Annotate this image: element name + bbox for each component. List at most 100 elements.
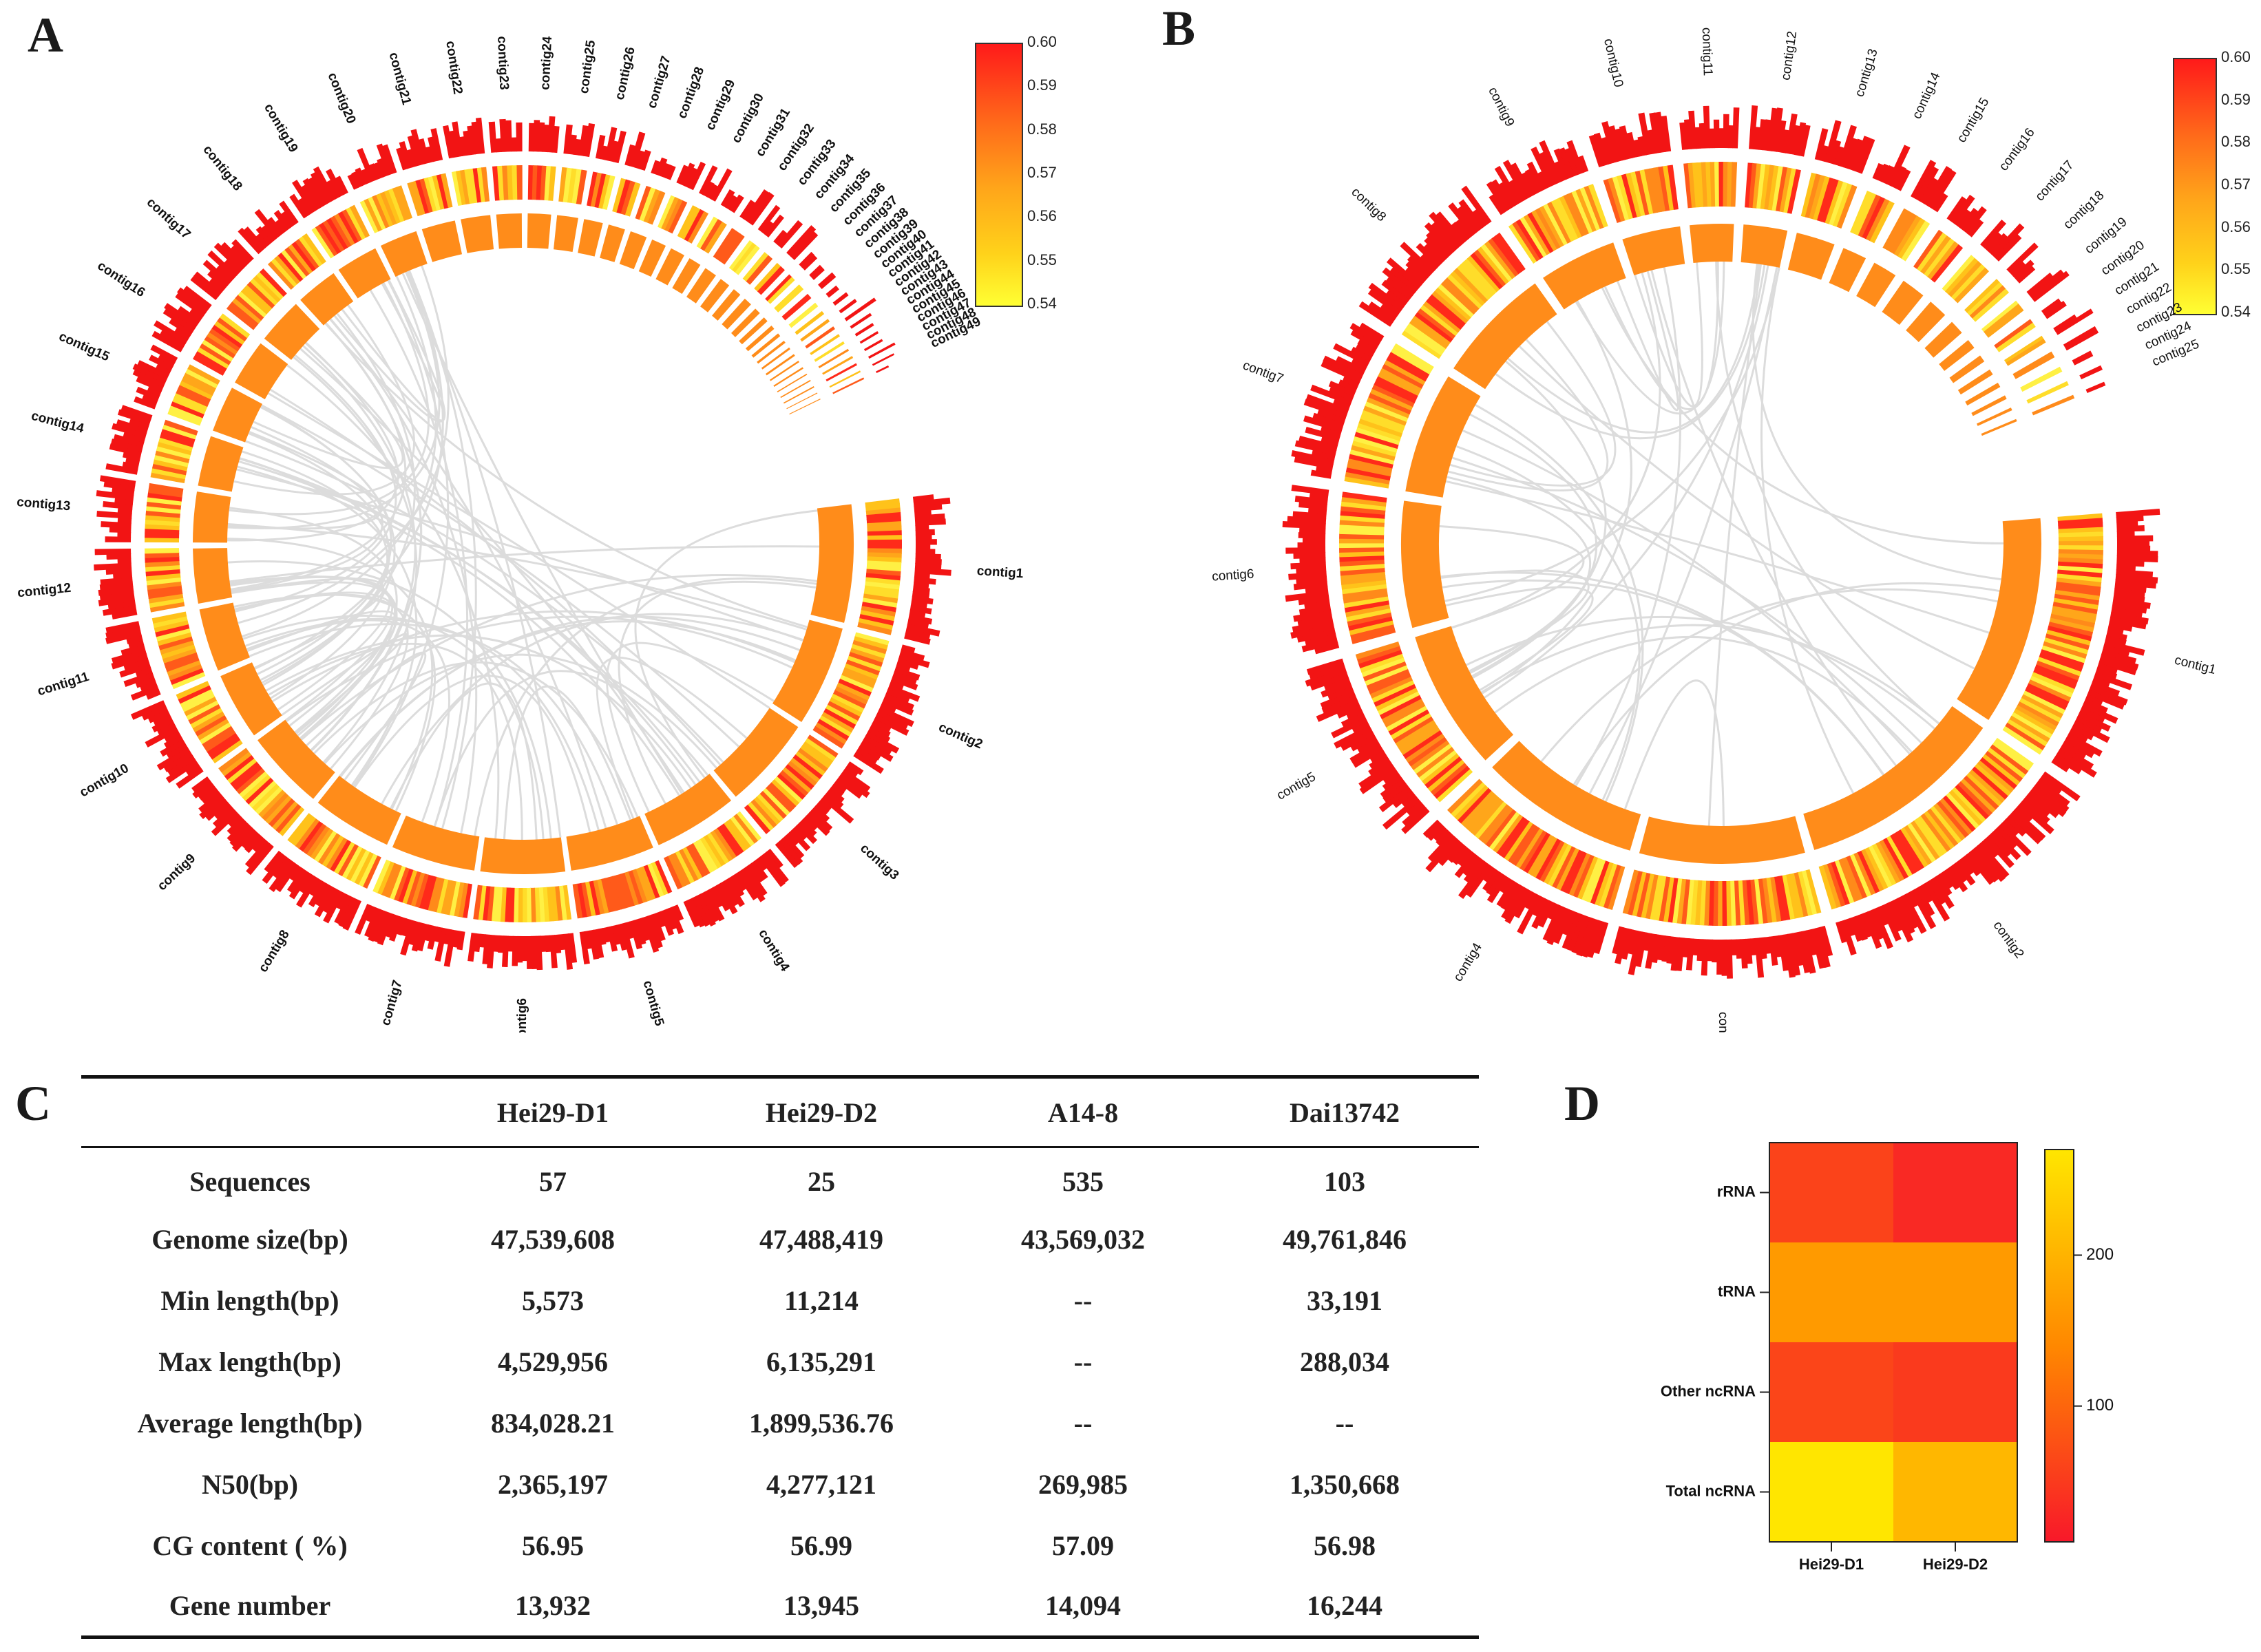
panel-label-c: C <box>15 1076 51 1131</box>
gc-skew-bar <box>781 835 805 860</box>
gc-heat-cell <box>163 419 198 436</box>
gene-density-ring <box>783 386 814 404</box>
contig-label: contig14 <box>30 409 85 436</box>
gc-heat-cell <box>2047 626 2092 642</box>
gc-skew-bar <box>1731 939 1738 956</box>
gc-heat-cell <box>468 168 479 204</box>
gc-heat-cell <box>1564 851 1587 894</box>
contig-track-contig6 <box>1282 485 1449 655</box>
colorbar <box>2044 1149 2074 1543</box>
gc-heat-cell <box>410 872 425 907</box>
gc-heat-cell <box>588 880 600 916</box>
gc-skew-bar <box>790 231 819 260</box>
gc-skew-bar <box>156 746 191 771</box>
gc-heat-cell <box>149 601 185 613</box>
gc-skew-bar <box>2088 685 2128 706</box>
legend-tick-label: 0.58 <box>1027 120 1057 138</box>
gc-heat-cell <box>526 887 532 922</box>
contig-track-contig26 <box>578 127 627 257</box>
gc-skew-bar <box>287 867 307 893</box>
contig-label: contig22 <box>443 40 465 95</box>
gc-skew-bar <box>1298 436 1338 451</box>
gc-skew-bar <box>2029 269 2065 299</box>
gc-skew-bar <box>120 405 153 421</box>
table-row: CG content ( %) 56.95 56.99 57.09 56.98 <box>81 1515 1479 1576</box>
gc-heat-cell <box>1356 427 1400 445</box>
gc-heat-cell <box>600 878 613 913</box>
gc-heat-cell <box>302 233 326 264</box>
gc-skew-bar <box>915 529 935 536</box>
gc-heat-cell <box>587 171 598 206</box>
gc-skew-bar <box>915 539 937 545</box>
synteny-link <box>1601 287 2004 544</box>
gc-skew-bar <box>2043 300 2067 319</box>
gc-heat-cell <box>444 880 456 915</box>
gc-heat-cell <box>1340 510 1385 519</box>
gc-skew-bar <box>1987 233 2008 255</box>
gc-skew-bar <box>915 544 931 550</box>
contig-track-contig23 <box>1971 350 2094 416</box>
gc-skew-bar <box>160 738 186 757</box>
gc-skew-bar <box>1919 177 1939 204</box>
gc-heat-cell <box>1882 208 1909 251</box>
gc-skew-bar <box>241 830 260 849</box>
gc-skew-bar <box>185 763 201 776</box>
legend-tick-label: 0.59 <box>1027 76 1057 94</box>
gc-heat-cell <box>1667 165 1679 210</box>
gc-skew-bar <box>700 891 720 923</box>
x-tick-label: Hei29-D1 <box>1799 1556 1864 1573</box>
gc-skew-bar <box>499 118 507 152</box>
gc-skew-bar <box>1524 169 1542 194</box>
gc-heat-cell <box>1789 873 1804 918</box>
contig-track-contig27 <box>600 131 651 262</box>
gc-heat-cell <box>1417 308 1456 339</box>
gc-skew-bar <box>832 780 848 793</box>
gc-skew-bar <box>106 553 132 560</box>
contig-track-contig5 <box>1305 626 1514 834</box>
gc-skew-bar <box>814 802 830 816</box>
gc-heat-cell <box>1886 836 1913 878</box>
gc-heat-cell <box>703 834 726 867</box>
gc-heat-cell <box>281 249 307 279</box>
contig-track-contig29 <box>638 161 706 277</box>
gc-heat-cell <box>1450 271 1486 306</box>
gc-skew-bar <box>786 225 817 257</box>
table-cell: 535 <box>1062 1166 1104 1198</box>
synteny-link <box>1573 582 2000 785</box>
gc-heat-cell <box>1339 547 1385 553</box>
synteny-link <box>231 426 383 593</box>
gene-density-ring <box>338 248 391 299</box>
gc-heat-cell <box>1450 781 1486 818</box>
gc-skew-bar <box>1498 181 1517 208</box>
gc-heat-cell <box>550 886 558 922</box>
gc-heat-cell <box>368 196 387 231</box>
gc-heat-cell <box>862 597 898 608</box>
table-cell: 57 <box>539 1166 567 1198</box>
gc-heat-cell <box>1351 444 1396 461</box>
gc-skew-bar <box>2075 716 2103 734</box>
gc-heat-cell <box>1640 873 1654 918</box>
gc-heat-cell <box>1371 383 1415 407</box>
gc-skew-bar <box>1461 185 1492 225</box>
gc-heat-cell <box>1386 355 1428 382</box>
panel-label-d: D <box>1564 1076 1600 1131</box>
gc-skew-bar <box>604 127 618 162</box>
gc-heat-cell <box>562 885 572 920</box>
gc-heat-cell <box>1777 875 1791 921</box>
gc-skew-bar <box>151 717 174 733</box>
gc-skew-bar <box>1588 134 1605 168</box>
gc-skew-bar <box>308 880 328 907</box>
gc-heat-cell <box>1627 870 1643 915</box>
gene-density-ring <box>1622 226 1685 276</box>
gc-heat-cell <box>1420 304 1459 337</box>
gc-heat-cell <box>716 825 741 858</box>
table-cell: 11,214 <box>784 1284 859 1316</box>
table-cell: 2,365,197 <box>498 1468 608 1500</box>
gc-heat-cell <box>202 339 234 362</box>
gc-skew-bar <box>243 226 266 251</box>
gc-heat-cell <box>341 845 363 879</box>
gc-skew-bar <box>867 727 891 743</box>
gc-heat-cell <box>726 818 751 849</box>
gc-heat-cell <box>805 326 835 349</box>
gc-skew-bar <box>818 798 832 812</box>
